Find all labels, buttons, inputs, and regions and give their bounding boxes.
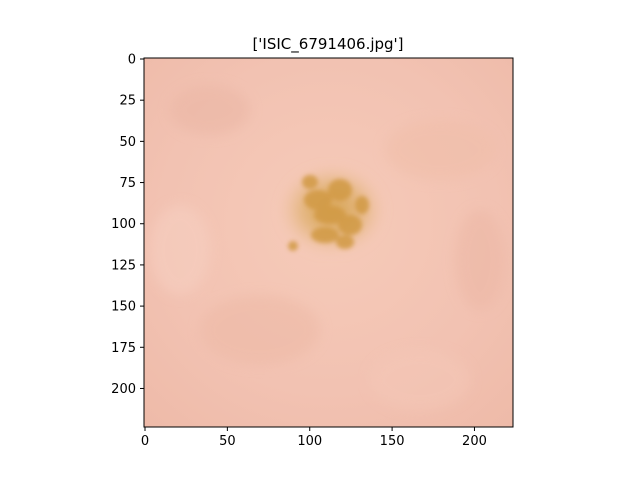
y-tick-label: 75 bbox=[119, 176, 136, 191]
lesion bbox=[280, 166, 384, 254]
x-tick-label: 150 bbox=[380, 434, 405, 449]
y-tick-label: 25 bbox=[119, 94, 136, 109]
x-tick-label: 0 bbox=[141, 434, 149, 449]
y-tick-label: 50 bbox=[119, 135, 136, 150]
y-tick-label: 150 bbox=[111, 300, 136, 315]
y-tick-label: 175 bbox=[111, 341, 136, 356]
x-tick-label: 200 bbox=[462, 434, 487, 449]
axes-frame bbox=[143, 57, 514, 428]
skin-image bbox=[144, 58, 513, 427]
y-tick-label: 0 bbox=[128, 53, 136, 68]
x-tick-label: 50 bbox=[219, 434, 236, 449]
x-tick-label: 100 bbox=[297, 434, 322, 449]
y-tick-label: 200 bbox=[111, 382, 136, 397]
y-axis: 0 25 50 75 100 125 150 175 200 bbox=[111, 53, 144, 397]
y-tick-label: 100 bbox=[111, 217, 136, 232]
x-axis: 0 50 100 150 200 bbox=[141, 427, 487, 449]
y-tick-label: 125 bbox=[111, 258, 136, 273]
figure-title: ['ISIC_6791406.jpg'] bbox=[252, 35, 403, 54]
